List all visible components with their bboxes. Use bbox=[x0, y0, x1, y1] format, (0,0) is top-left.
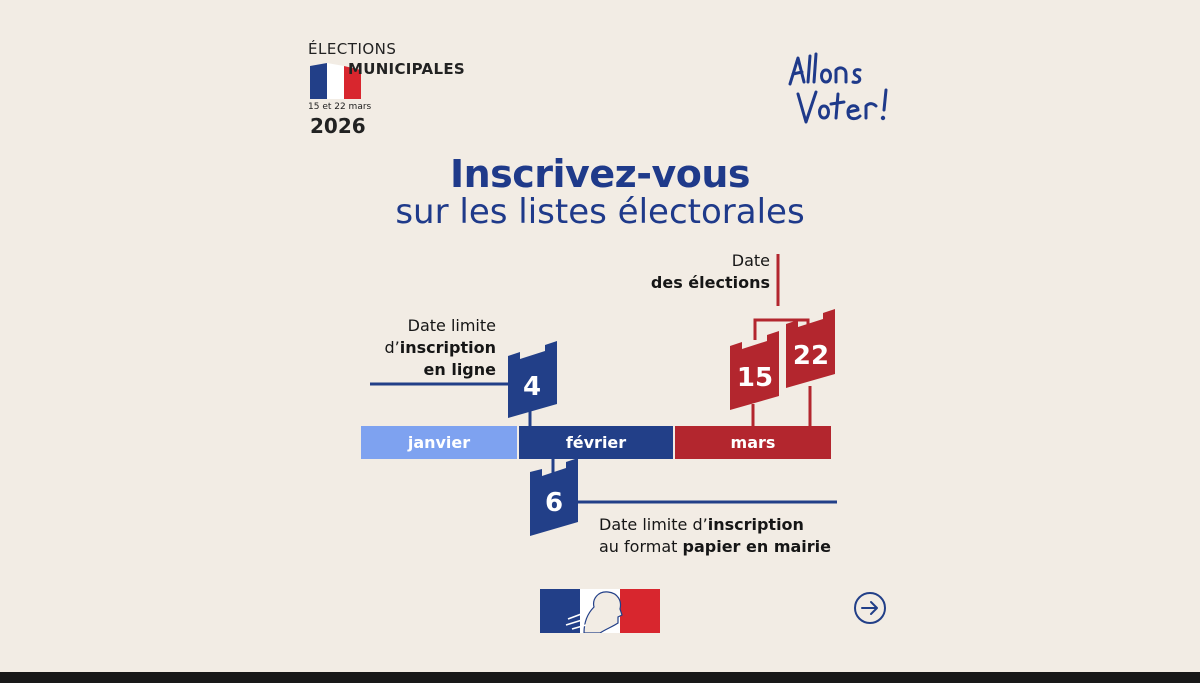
paper-deadline-bold2: papier en mairie bbox=[682, 537, 832, 556]
french-flag-icon bbox=[310, 63, 361, 99]
marianne-logo bbox=[540, 589, 660, 633]
online-deadline-day: 4 bbox=[522, 372, 542, 402]
bottom-bar bbox=[0, 672, 1200, 683]
online-deadline-bold1: inscription bbox=[399, 338, 496, 357]
online-deadline-label: Date limite d’inscription en ligne bbox=[330, 315, 496, 381]
online-deadline-bold2: en ligne bbox=[423, 360, 496, 379]
election-year: 2026 bbox=[310, 114, 366, 138]
paper-deadline-label: Date limite d’inscription au format papi… bbox=[599, 514, 831, 558]
election-date-label-line1: Date bbox=[731, 251, 770, 270]
election-day-2: 22 bbox=[792, 341, 830, 371]
online-deadline-prefix: d’ bbox=[384, 338, 400, 357]
election-day-1: 15 bbox=[736, 363, 774, 393]
next-arrow-button[interactable] bbox=[853, 591, 887, 625]
paper-deadline-prefix: Date limite d’ bbox=[599, 515, 708, 534]
month-january: janvier bbox=[361, 426, 517, 459]
month-march: mars bbox=[675, 426, 831, 459]
page-title: Inscrivez-vous bbox=[449, 152, 751, 196]
paper-deadline-bold1: inscription bbox=[707, 515, 804, 534]
election-dates-small: 15 et 22 mars bbox=[308, 102, 372, 112]
online-deadline-line1: Date limite bbox=[407, 316, 496, 335]
month-february: février bbox=[519, 426, 673, 459]
paper-deadline-mid: au format bbox=[599, 537, 683, 556]
paper-deadline-day: 6 bbox=[544, 488, 564, 518]
election-date-label-line2: des élections bbox=[650, 273, 770, 292]
page-subtitle: sur les listes électorales bbox=[395, 192, 805, 232]
elections-label: ÉLECTIONS bbox=[308, 40, 397, 58]
municipales-label: MUNICIPALES bbox=[348, 60, 465, 78]
election-date-label: Date des élections bbox=[600, 250, 770, 294]
allons-voter-logo bbox=[788, 52, 888, 124]
